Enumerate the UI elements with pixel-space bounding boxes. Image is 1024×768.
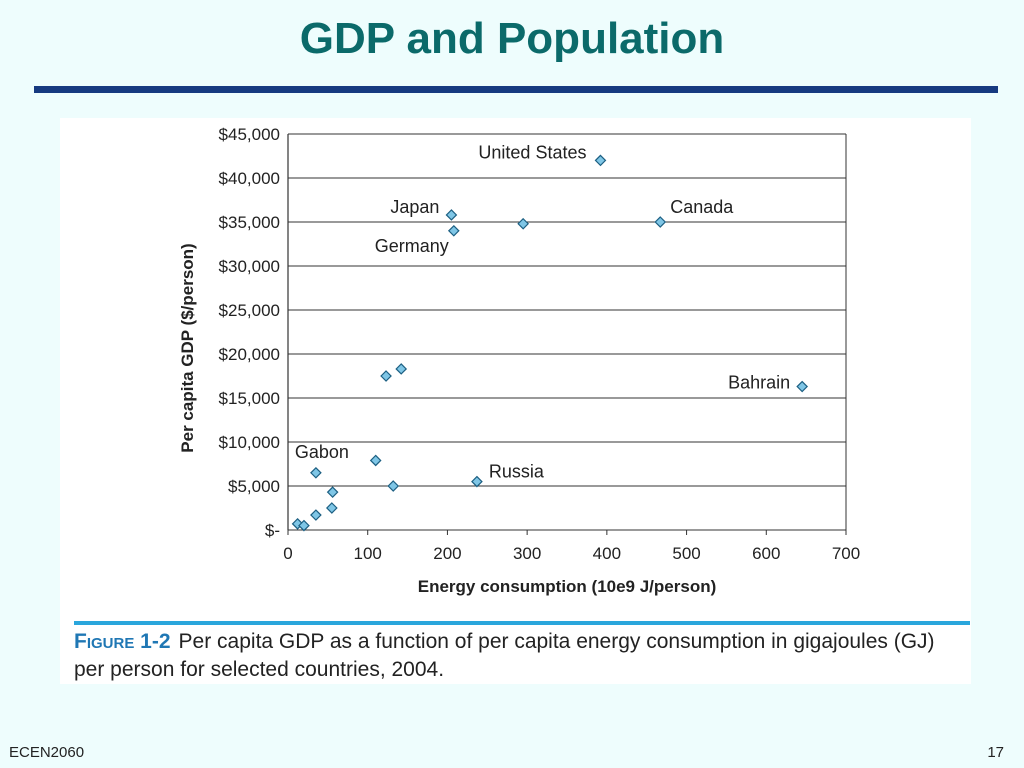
data-point xyxy=(326,486,339,499)
point-label: United States xyxy=(478,142,586,162)
figure-label: Figure 1-2 xyxy=(74,630,171,653)
data-point xyxy=(310,509,322,521)
data-point xyxy=(447,224,460,237)
x-tick-label: 700 xyxy=(832,544,860,563)
x-tick-label: 0 xyxy=(283,544,292,563)
point-labels: United States Japan Germany Canada Bahrain Ga… xyxy=(295,142,790,481)
x-axis-label: Energy consumption (10e9 J/person) xyxy=(418,577,717,596)
y-tick-label: $10,000 xyxy=(219,433,280,452)
title-rule xyxy=(34,86,998,93)
data-point xyxy=(796,380,809,393)
data-point xyxy=(380,370,392,382)
x-tick-label: 200 xyxy=(433,544,461,563)
point-label: Gabon xyxy=(295,442,349,462)
data-point xyxy=(387,480,400,492)
figure-caption: Figure 1-2 Per capita GDP as a function o… xyxy=(74,628,964,684)
y-axis-label: Per capita GDP ($/person) xyxy=(178,243,197,452)
y-tick-label: $45,000 xyxy=(219,125,280,144)
data-point xyxy=(395,363,408,375)
y-tick-label: $- xyxy=(265,521,280,540)
caption-text: Per capita GDP as a function of per capi… xyxy=(74,630,935,681)
y-tick-label: $25,000 xyxy=(219,301,280,320)
data-points xyxy=(291,154,809,532)
footer-course-code: ECEN2060 xyxy=(9,744,85,761)
point-label: Germany xyxy=(375,236,449,256)
y-tick-label: $20,000 xyxy=(219,345,280,364)
page-number: 17 xyxy=(987,744,1004,761)
data-point xyxy=(445,209,458,221)
data-point xyxy=(471,475,483,488)
y-tick-label: $15,000 xyxy=(219,389,280,408)
data-point xyxy=(325,502,338,514)
x-tick-label: 300 xyxy=(513,544,541,563)
x-tick-label: 600 xyxy=(752,544,780,563)
point-label: Canada xyxy=(670,197,734,217)
y-tick-label: $30,000 xyxy=(219,257,280,276)
data-point xyxy=(298,519,310,532)
y-tick-label: $5,000 xyxy=(228,477,280,496)
caption-rule xyxy=(74,621,970,625)
tick-labels: $- $5,000 $10,000 $15,000 $20,000 $25,000 $30,… xyxy=(219,125,861,563)
data-point xyxy=(310,466,322,479)
figure-panel: $- $5,000 $10,000 $15,000 $20,000 $25,000 $30,… xyxy=(60,118,971,684)
point-label: Bahrain xyxy=(728,373,790,393)
scatter-chart: $- $5,000 $10,000 $15,000 $20,000 $25,000 $30,… xyxy=(178,125,861,596)
axes xyxy=(287,134,847,535)
data-point xyxy=(654,216,667,228)
data-point xyxy=(369,454,382,467)
y-tick-label: $40,000 xyxy=(219,169,280,188)
point-label: Japan xyxy=(390,197,439,217)
data-point xyxy=(594,154,607,167)
point-label: Russia xyxy=(489,462,545,482)
slide-title: GDP and Population xyxy=(299,14,725,63)
x-tick-label: 500 xyxy=(672,544,700,563)
data-point xyxy=(517,217,530,230)
x-tick-label: 400 xyxy=(593,544,621,563)
gridlines xyxy=(288,133,846,531)
x-tick-label: 100 xyxy=(354,544,382,563)
y-tick-label: $35,000 xyxy=(219,213,280,232)
